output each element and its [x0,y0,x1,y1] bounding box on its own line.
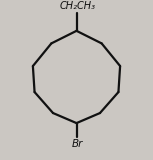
Text: CH₂CH₃: CH₂CH₃ [59,1,95,11]
Text: Br: Br [72,139,83,149]
